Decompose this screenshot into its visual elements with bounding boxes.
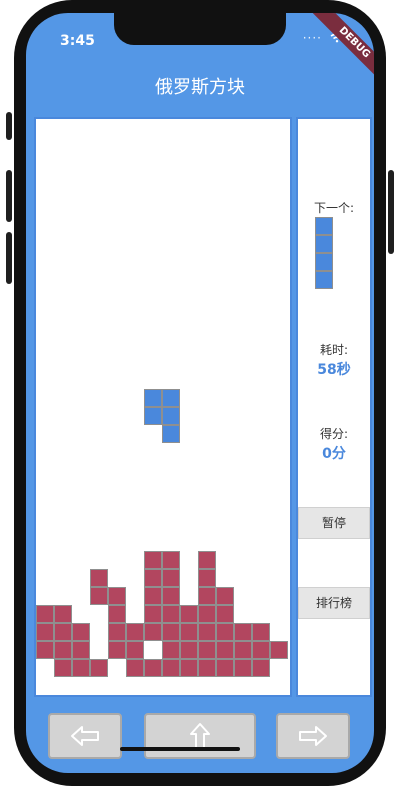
stacked-block [216, 587, 234, 605]
stacked-block [216, 623, 234, 641]
stacked-block [180, 659, 198, 677]
next-piece-block [315, 253, 333, 271]
stacked-block [90, 569, 108, 587]
stacked-block [54, 605, 72, 623]
stacked-block [252, 623, 270, 641]
score-label: 得分: [319, 427, 349, 441]
time-label: 耗时: [319, 343, 349, 357]
home-indicator [120, 747, 240, 751]
stacked-block [162, 641, 180, 659]
board-grid [36, 119, 290, 695]
stacked-block [198, 641, 216, 659]
stacked-block [72, 623, 90, 641]
game-board [34, 117, 292, 697]
stacked-block [54, 641, 72, 659]
volume-up-button [6, 170, 12, 222]
falling-block [144, 389, 162, 407]
stacked-block [162, 605, 180, 623]
page-title: 俄罗斯方块 [155, 77, 245, 98]
stacked-block [72, 659, 90, 677]
stacked-block [54, 659, 72, 677]
stacked-block [72, 641, 90, 659]
stacked-block [198, 551, 216, 569]
stacked-block [144, 659, 162, 677]
stacked-block [198, 659, 216, 677]
side-panel: 下一个: 耗时: 58秒 得分: 0分 暂停 排行榜 [296, 117, 372, 697]
stacked-block [90, 659, 108, 677]
stacked-block [234, 659, 252, 677]
score-value: 0分 [322, 446, 346, 462]
leaderboard-button[interactable]: 排行榜 [298, 587, 370, 619]
next-piece-block [315, 235, 333, 253]
stacked-block [234, 641, 252, 659]
falling-block [144, 407, 162, 425]
stacked-block [162, 587, 180, 605]
falling-block [162, 425, 180, 443]
stacked-block [126, 659, 144, 677]
stacked-block [198, 605, 216, 623]
screen: 3:45 ···· DEBUG 俄罗斯方块 下一个: 耗时: 58秒 得分: 0… [26, 13, 374, 773]
falling-block [162, 389, 180, 407]
time-value: 58秒 [317, 362, 351, 378]
stacked-block [144, 623, 162, 641]
stacked-block [36, 623, 54, 641]
pause-button[interactable]: 暂停 [298, 507, 370, 539]
stacked-block [144, 551, 162, 569]
mute-switch [6, 112, 12, 140]
stacked-block [198, 587, 216, 605]
stacked-block [180, 641, 198, 659]
stacked-block [54, 623, 72, 641]
status-time: 3:45 [60, 33, 95, 49]
stacked-block [216, 605, 234, 623]
stacked-block [216, 641, 234, 659]
left-arrow-icon [70, 725, 100, 747]
stacked-block [108, 623, 126, 641]
next-piece-preview [315, 217, 333, 289]
stacked-block [270, 641, 288, 659]
stacked-block [180, 605, 198, 623]
stacked-block [162, 659, 180, 677]
stacked-block [162, 623, 180, 641]
volume-down-button [6, 232, 12, 284]
stacked-block [108, 641, 126, 659]
rotate-button[interactable] [144, 713, 256, 759]
right-arrow-icon [298, 725, 328, 747]
stacked-block [198, 569, 216, 587]
next-piece-block [315, 217, 333, 235]
stacked-block [180, 623, 198, 641]
next-piece-block [315, 271, 333, 289]
stacked-block [144, 587, 162, 605]
up-arrow-icon [189, 722, 211, 750]
stacked-block [36, 605, 54, 623]
falling-block [162, 407, 180, 425]
stacked-block [126, 641, 144, 659]
stacked-block [108, 605, 126, 623]
notch [114, 13, 286, 45]
stacked-block [144, 569, 162, 587]
stacked-block [144, 605, 162, 623]
control-bar [26, 701, 374, 773]
move-right-button[interactable] [276, 713, 350, 759]
stacked-block [216, 659, 234, 677]
stacked-block [162, 551, 180, 569]
power-button [388, 170, 394, 254]
stacked-block [252, 641, 270, 659]
stacked-block [108, 587, 126, 605]
stacked-block [234, 623, 252, 641]
next-label: 下一个: [313, 201, 355, 215]
stacked-block [90, 587, 108, 605]
signal-dots-icon: ···· [302, 31, 322, 45]
stacked-block [252, 659, 270, 677]
stacked-block [126, 623, 144, 641]
stacked-block [36, 641, 54, 659]
stacked-block [162, 569, 180, 587]
stacked-block [198, 623, 216, 641]
move-left-button[interactable] [48, 713, 122, 759]
